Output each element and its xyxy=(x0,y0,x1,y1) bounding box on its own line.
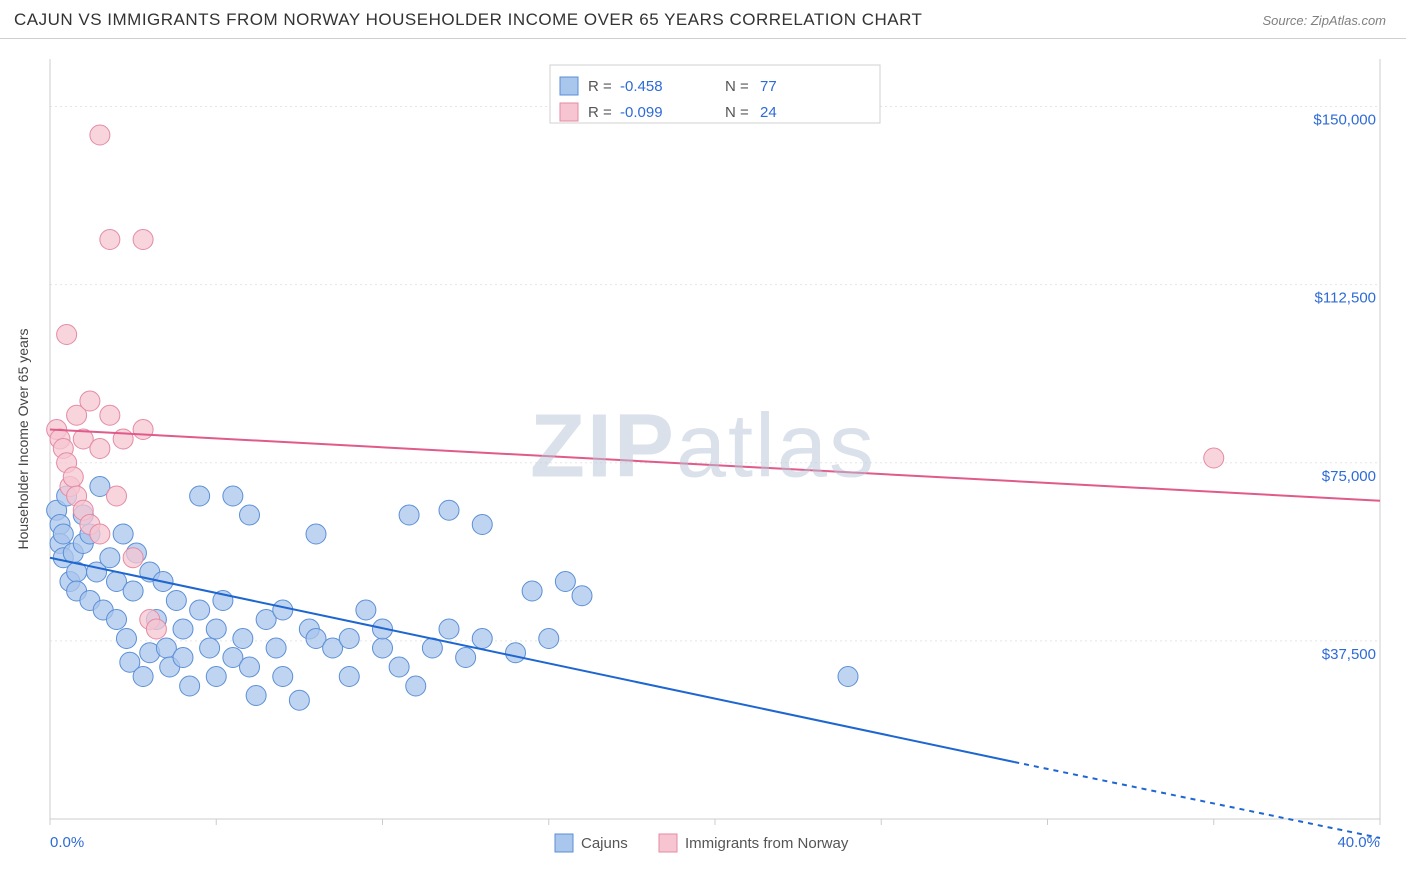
data-point xyxy=(80,391,100,411)
data-point xyxy=(240,505,260,525)
data-point xyxy=(373,638,393,658)
data-point xyxy=(100,405,120,425)
data-point xyxy=(273,600,293,620)
data-point xyxy=(206,667,226,687)
y-tick-label: $37,500 xyxy=(1322,646,1376,663)
y-tick-label: $150,000 xyxy=(1313,112,1376,129)
data-point xyxy=(100,230,120,250)
data-point xyxy=(399,505,419,525)
data-point xyxy=(233,629,253,649)
data-point xyxy=(180,676,200,696)
data-point xyxy=(306,524,326,544)
data-point xyxy=(572,586,592,606)
data-point xyxy=(166,591,186,611)
data-point xyxy=(173,619,193,639)
data-point xyxy=(472,629,492,649)
data-point xyxy=(439,619,459,639)
data-point xyxy=(240,657,260,677)
x-axis-min-label: 0.0% xyxy=(50,834,84,851)
data-point xyxy=(339,667,359,687)
data-point xyxy=(173,648,193,668)
data-point xyxy=(146,619,166,639)
legend-n-label: N = xyxy=(725,78,749,95)
data-point xyxy=(190,486,210,506)
y-tick-label: $112,500 xyxy=(1315,290,1376,307)
data-point xyxy=(838,667,858,687)
data-point xyxy=(90,524,110,544)
data-point xyxy=(123,581,143,601)
data-point xyxy=(63,467,83,487)
y-tick-label: $75,000 xyxy=(1322,468,1376,485)
data-point xyxy=(90,439,110,459)
data-point xyxy=(53,524,73,544)
x-axis-max-label: 40.0% xyxy=(1337,834,1380,851)
data-point xyxy=(1204,448,1224,468)
data-point xyxy=(100,548,120,568)
legend-swatch xyxy=(555,834,573,852)
legend-n-value: 77 xyxy=(760,78,777,95)
legend-r-value: -0.458 xyxy=(620,78,663,95)
source-label: Source: ZipAtlas.com xyxy=(1262,13,1386,28)
data-point xyxy=(506,643,526,663)
legend-swatch xyxy=(560,103,578,121)
data-point xyxy=(116,629,136,649)
data-point xyxy=(133,420,153,440)
data-point xyxy=(123,548,143,568)
data-point xyxy=(356,600,376,620)
data-point xyxy=(223,486,243,506)
legend-series-label: Cajuns xyxy=(581,835,628,852)
data-point xyxy=(522,581,542,601)
scatter-chart: $37,500 $75,000 $112,500 $150,000 Householde… xyxy=(0,39,1406,889)
data-point xyxy=(206,619,226,639)
data-point xyxy=(339,629,359,649)
data-point xyxy=(200,638,220,658)
data-point xyxy=(266,638,286,658)
legend-swatch xyxy=(659,834,677,852)
legend-n-value: 24 xyxy=(760,104,777,121)
data-point xyxy=(90,125,110,145)
data-point xyxy=(246,686,266,706)
data-point xyxy=(289,690,309,710)
legend-series-label: Immigrants from Norway xyxy=(685,835,849,852)
data-point xyxy=(439,500,459,520)
legend-r-value: -0.099 xyxy=(620,104,663,121)
legend-swatch xyxy=(560,77,578,95)
data-point xyxy=(389,657,409,677)
data-point xyxy=(273,667,293,687)
chart-container: ZIPatlas $37,500$75,000$112,500$150,000H… xyxy=(0,39,1406,889)
trend-line-extrapolated xyxy=(1014,762,1380,838)
data-point xyxy=(190,600,210,620)
data-point xyxy=(472,515,492,535)
data-point xyxy=(107,610,127,630)
data-point xyxy=(113,429,133,449)
data-point xyxy=(133,230,153,250)
y-axis-label: Householder Income Over 65 years xyxy=(15,329,31,550)
data-point xyxy=(133,667,153,687)
data-point xyxy=(57,325,77,345)
data-point xyxy=(406,676,426,696)
legend-r-label: R = xyxy=(588,78,612,95)
data-point xyxy=(539,629,559,649)
legend-r-label: R = xyxy=(588,104,612,121)
chart-title: CAJUN VS IMMIGRANTS FROM NORWAY HOUSEHOL… xyxy=(14,10,922,30)
legend-n-label: N = xyxy=(725,104,749,121)
data-point xyxy=(555,572,575,592)
data-point xyxy=(456,648,476,668)
trend-line xyxy=(50,430,1380,501)
data-point xyxy=(107,486,127,506)
data-point xyxy=(113,524,133,544)
